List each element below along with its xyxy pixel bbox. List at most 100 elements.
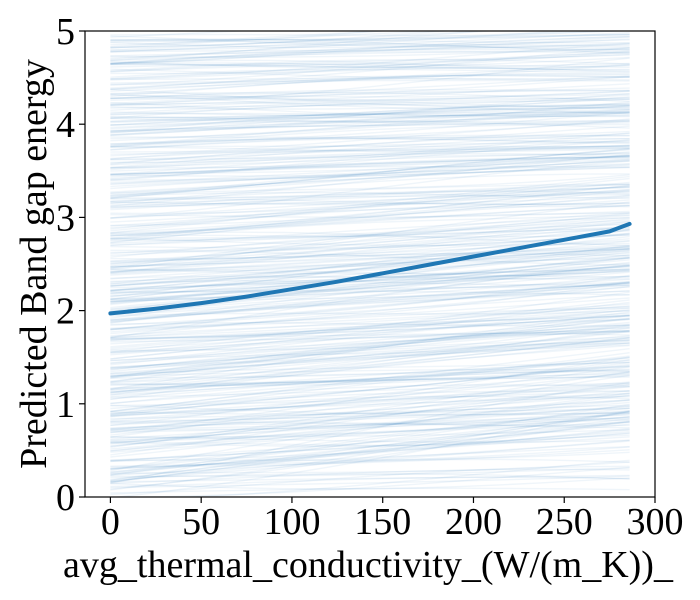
x-axis-label: avg_thermal_conductivity_(W/(m_K))_: [63, 544, 674, 586]
ice-curve: [110, 218, 630, 262]
ice-curve: [110, 58, 630, 72]
ice-curve: [110, 63, 630, 68]
ice-curve: [110, 111, 630, 134]
ice-curve: [112, 410, 630, 497]
ice-curve: [110, 474, 630, 483]
ice-curve: [110, 226, 630, 273]
ice-curve: [110, 312, 630, 341]
plot-frame: [84, 30, 656, 498]
ice-curve: [110, 89, 630, 100]
ice-curve: [110, 403, 630, 474]
ice-curve: [110, 393, 630, 430]
ice-curve: [110, 421, 630, 452]
ice-curve: [110, 361, 630, 375]
ice-curve: [110, 137, 630, 161]
ice-curve: [110, 186, 630, 202]
ice-curve: [110, 35, 630, 48]
ice-curve: [110, 205, 630, 223]
ice-curve: [110, 340, 630, 362]
ice-curve: [110, 405, 630, 442]
ice-curve: [110, 247, 630, 283]
ice-curve: [110, 314, 630, 369]
ice-curve: [110, 407, 630, 429]
ice-curve: [110, 240, 630, 287]
ice-curve: [110, 160, 630, 219]
ice-curve: [110, 364, 630, 386]
ice-curve: [110, 31, 499, 62]
ice-curve: [110, 117, 630, 123]
ice-curve: [110, 75, 630, 106]
ice-curve: [110, 329, 630, 390]
y-tick-label: 3: [56, 197, 75, 239]
ice-curve: [110, 275, 630, 326]
ice-curve: [110, 344, 630, 369]
ice-curve: [110, 173, 630, 204]
ice-curve: [110, 410, 630, 481]
ice-curve: [110, 62, 630, 81]
ice-curve: [110, 318, 630, 342]
ice-curve: [110, 461, 630, 475]
ice-curve: [110, 148, 630, 176]
ice-curve: [110, 268, 630, 292]
ice-curves: [110, 31, 630, 497]
ice-curve: [110, 318, 630, 373]
ice-curve: [110, 427, 630, 470]
ice-curve: [110, 477, 630, 490]
ice-curve: [110, 105, 630, 137]
y-tick-label: 2: [56, 291, 75, 333]
ice-curve: [110, 147, 630, 199]
ice-curve: [110, 166, 630, 183]
x-axis-ticks: 0 50 100 150 200 250 300: [101, 497, 684, 543]
ice-curve: [110, 137, 630, 145]
ice-curve: [110, 324, 630, 371]
ice-curve: [110, 282, 630, 323]
ice-curve: [110, 323, 630, 362]
ice-curve: [110, 79, 630, 84]
ice-curve: [110, 90, 630, 116]
ice-curve: [110, 186, 630, 209]
ice-curve: [110, 336, 630, 352]
ice-curve: [110, 371, 630, 418]
ice-curve: [110, 421, 630, 429]
ice-curve: [110, 195, 630, 244]
ice-curve: [110, 155, 630, 180]
ice-curve: [110, 330, 630, 354]
ice-curve: [110, 269, 630, 309]
ice-curve: [110, 101, 630, 117]
ice-curve: [110, 311, 630, 390]
ice-curve: [110, 355, 630, 398]
ice-curve: [110, 375, 630, 393]
ice-curve: [110, 141, 630, 160]
ice-curve: [110, 189, 630, 227]
ice-curve: [110, 468, 630, 485]
ice-curve: [110, 214, 630, 243]
ice-curve: [110, 38, 630, 65]
ice-curve: [110, 318, 630, 341]
ice-curve: [110, 370, 630, 384]
ice-curve: [110, 111, 630, 145]
ice-curve: [110, 132, 630, 164]
ice-curve: [110, 307, 630, 329]
ice-curve: [110, 420, 630, 463]
ice-curve: [110, 440, 630, 482]
ice-curve: [110, 357, 630, 379]
ice-curve: [110, 280, 630, 331]
ice-curve: [110, 276, 630, 304]
ice-curve: [110, 214, 630, 267]
ice-curve: [110, 420, 630, 483]
x-tick-label: 150: [354, 501, 411, 543]
ice-curve: [110, 137, 630, 147]
ice-curve: [110, 145, 630, 148]
ice-curve: [110, 307, 630, 348]
ice-curve: [110, 31, 456, 49]
ice-curve: [110, 395, 630, 415]
ice-curve: [110, 72, 630, 98]
ice-curve: [110, 102, 630, 115]
ice-curve: [110, 413, 630, 453]
ice-curve: [110, 244, 630, 274]
ice-curve: [110, 90, 630, 100]
ice-curve: [110, 476, 630, 488]
ice-curve: [110, 119, 630, 132]
ice-curve: [110, 35, 630, 65]
ice-curve: [110, 54, 630, 73]
